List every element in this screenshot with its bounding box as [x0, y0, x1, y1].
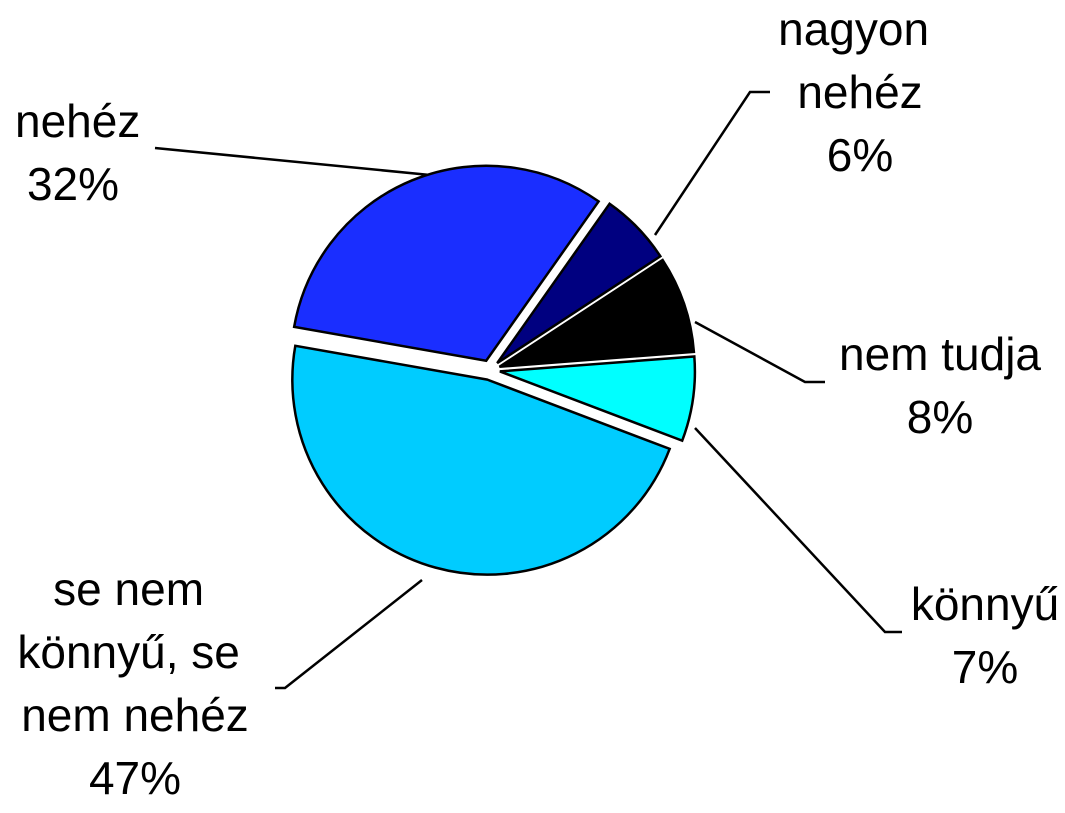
- leader-line: [154, 146, 431, 177]
- label-line: könnyű, se: [17, 626, 252, 678]
- leader-line: [653, 90, 770, 236]
- label-line: se nem: [53, 563, 217, 615]
- leader-line: [275, 579, 423, 690]
- leader-line: [694, 320, 825, 384]
- value-label: 47%: [89, 752, 181, 804]
- pie-slice: [498, 258, 696, 369]
- label-line: nehéz: [797, 66, 922, 118]
- slice-label: se nem könnyű, se nem nehéz: [17, 563, 252, 741]
- label-line: nem tudja: [839, 328, 1041, 380]
- value-label: 32%: [27, 158, 119, 210]
- pie-slice: [496, 201, 663, 365]
- value-label: 8%: [907, 391, 973, 443]
- pie-slice: [291, 344, 672, 576]
- label-line: nehéz: [15, 95, 140, 147]
- slice-label: nagyon nehéz: [778, 3, 942, 118]
- pie-slice: [292, 164, 601, 363]
- pie-slice: [499, 355, 697, 443]
- leader-line: [694, 427, 902, 634]
- label-line: nagyon: [778, 3, 942, 55]
- label-line: könnyű: [911, 578, 1059, 630]
- value-label: 6%: [827, 129, 893, 181]
- slice-label: könnyű: [911, 578, 1059, 630]
- value-label: 7%: [952, 641, 1018, 693]
- label-line: nem nehéz: [21, 689, 249, 741]
- leader-lines: [154, 90, 902, 690]
- slice-label: nem tudja: [839, 328, 1041, 380]
- slice-label: nehéz: [15, 95, 140, 147]
